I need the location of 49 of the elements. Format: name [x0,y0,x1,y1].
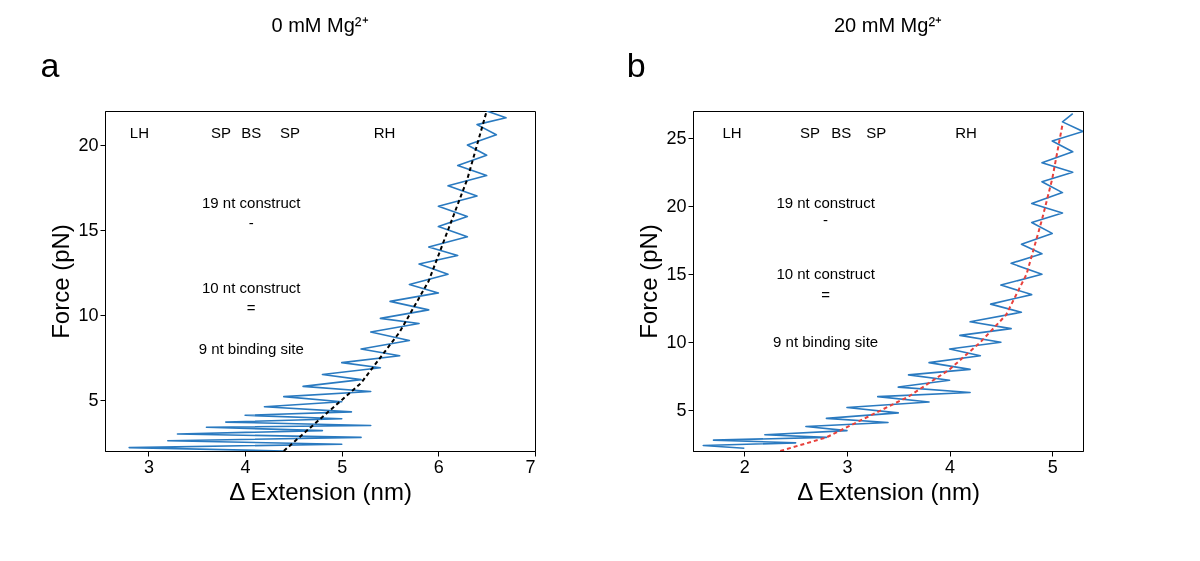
line-series [779,123,1064,451]
text: b [626,45,646,84]
chart-title: 0 mM Mg²⁺ [271,13,369,36]
annotation: 10 nt construct [776,265,876,283]
x-tick-label: 3 [842,456,853,477]
line-series [702,112,1083,450]
y-tick-label: 20 [78,134,99,155]
x-tick-label: 4 [240,456,251,477]
y-tick-label: 15 [666,263,687,284]
annotation: BS [831,124,852,142]
chart-title: 20 mM Mg²⁺ [833,13,943,36]
annotation: BS [241,124,262,142]
x-axis-title: Δ Extension (nm) [797,477,980,505]
annotation: LH [722,124,742,142]
annotation: 19 nt construct [202,193,302,211]
y-tick-label: 5 [676,399,687,420]
x-tick-label: 3 [143,456,154,477]
annotation: RH [955,124,977,142]
x-tick-label: 6 [433,456,444,477]
annotation: 9 nt binding site [198,340,304,357]
annotation: = [246,299,256,317]
annotation: = [821,285,831,303]
annotation: SP [211,124,232,142]
y-tick-label: 25 [666,127,687,148]
annotation: SP [866,124,887,142]
annotation: 9 nt binding site [773,333,879,351]
y-tick-label: 5 [88,389,99,410]
line-series [128,111,507,451]
annotation: SP [799,124,821,142]
x-tick-label: 7 [525,456,536,477]
annotation: 10 nt construct [202,278,302,296]
x-tick-label: 4 [945,456,956,477]
x-tick-label: 2 [739,456,750,477]
annotation: SP [279,124,300,142]
annotation: 19 nt construct [776,193,876,211]
y-tick-label: 10 [78,304,99,325]
y-tick-label: 10 [666,331,687,352]
annotation: RH [373,124,396,142]
text: a [40,45,60,84]
y-tick-label: 15 [78,219,99,240]
annotation: - [823,210,829,228]
annotation: LH [129,124,149,142]
annotation: - [248,214,254,232]
y-axis-title: Force (pN) [47,224,75,339]
x-tick-label: 5 [1047,456,1058,477]
x-tick-label: 5 [337,456,348,477]
y-axis-title: Force (pN) [635,224,663,339]
y-tick-label: 20 [666,195,687,216]
x-axis-title: Δ Extension (nm) [229,477,412,505]
